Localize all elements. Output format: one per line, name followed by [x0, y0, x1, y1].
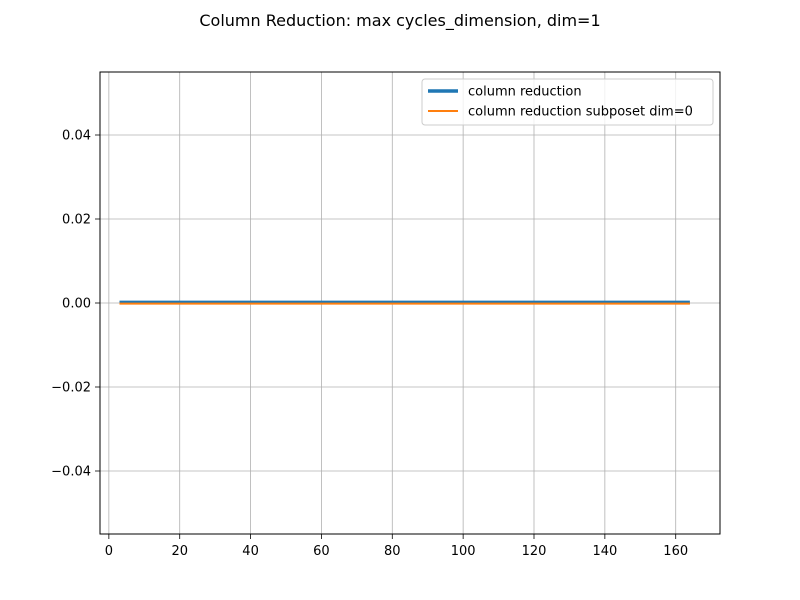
- x-axis-ticks: 0 20 40 60 80 100 120 140 160: [105, 534, 688, 559]
- series-lines: [119, 300, 690, 305]
- x-tick-label: 160: [663, 544, 688, 559]
- legend: column reduction column reduction subpose…: [421, 78, 714, 126]
- y-tick-label: 0.04: [62, 129, 91, 144]
- legend-label-1: column reduction: [468, 85, 582, 100]
- legend-label-2: column reduction subposet dim=0: [468, 105, 693, 120]
- x-tick-label: 120: [522, 544, 547, 559]
- x-tick-label: 100: [451, 544, 476, 559]
- x-tick-label: 80: [384, 544, 401, 559]
- y-axis-ticks: −0.04 −0.02 0.00 0.02 0.04: [51, 129, 100, 480]
- legend-box: [421, 78, 714, 126]
- x-tick-label: 0: [105, 544, 113, 559]
- x-tick-label: 60: [313, 544, 330, 559]
- x-tick-label: 40: [242, 544, 259, 559]
- y-tick-label: −0.02: [51, 381, 91, 396]
- chart-title: Column Reduction: max cycles_dimension, …: [199, 11, 600, 31]
- y-tick-label: −0.04: [51, 465, 91, 480]
- x-tick-label: 140: [592, 544, 617, 559]
- y-tick-label: 0.00: [62, 297, 91, 312]
- x-tick-label: 20: [171, 544, 188, 559]
- y-tick-label: 0.02: [62, 213, 91, 228]
